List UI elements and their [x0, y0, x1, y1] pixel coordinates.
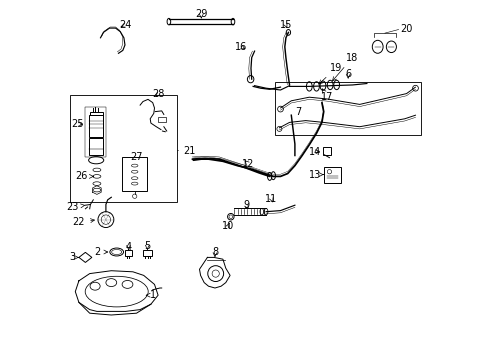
Bar	[70, 95, 177, 202]
Text: 22: 22	[73, 217, 94, 227]
Bar	[85, 107, 106, 157]
Text: 14: 14	[308, 147, 320, 157]
Text: 1: 1	[146, 290, 156, 300]
Text: 24: 24	[119, 20, 131, 30]
Text: 29: 29	[195, 9, 207, 19]
Text: 10: 10	[222, 221, 234, 231]
Bar	[89, 115, 103, 137]
Text: 25: 25	[71, 119, 83, 129]
Text: 28: 28	[152, 89, 164, 99]
Text: 18: 18	[332, 53, 358, 81]
Bar	[158, 117, 166, 122]
Text: 2: 2	[94, 247, 107, 257]
Text: 11: 11	[265, 194, 277, 204]
Bar	[122, 157, 147, 191]
Text: 6: 6	[345, 69, 350, 80]
Text: 7: 7	[295, 107, 301, 117]
Text: 15: 15	[279, 20, 291, 30]
Text: 5: 5	[144, 241, 150, 251]
Text: 26: 26	[75, 171, 93, 181]
Text: 19: 19	[319, 63, 342, 84]
Text: 21: 21	[183, 146, 195, 156]
Bar	[323, 167, 340, 183]
Bar	[142, 250, 151, 256]
Text: 12: 12	[242, 159, 254, 169]
Bar	[125, 250, 132, 256]
Text: 3: 3	[69, 252, 78, 262]
Text: 17: 17	[321, 89, 333, 102]
Text: 8: 8	[211, 247, 218, 257]
Bar	[275, 82, 420, 135]
Text: 16: 16	[234, 42, 246, 52]
Text: 23: 23	[66, 202, 84, 212]
Bar	[322, 147, 330, 155]
Text: 20: 20	[399, 24, 411, 34]
Text: 27: 27	[130, 152, 142, 162]
Text: 4: 4	[125, 242, 131, 252]
Bar	[89, 138, 103, 155]
Text: 9: 9	[243, 200, 249, 210]
Text: 13: 13	[308, 170, 323, 180]
Bar	[89, 112, 102, 115]
